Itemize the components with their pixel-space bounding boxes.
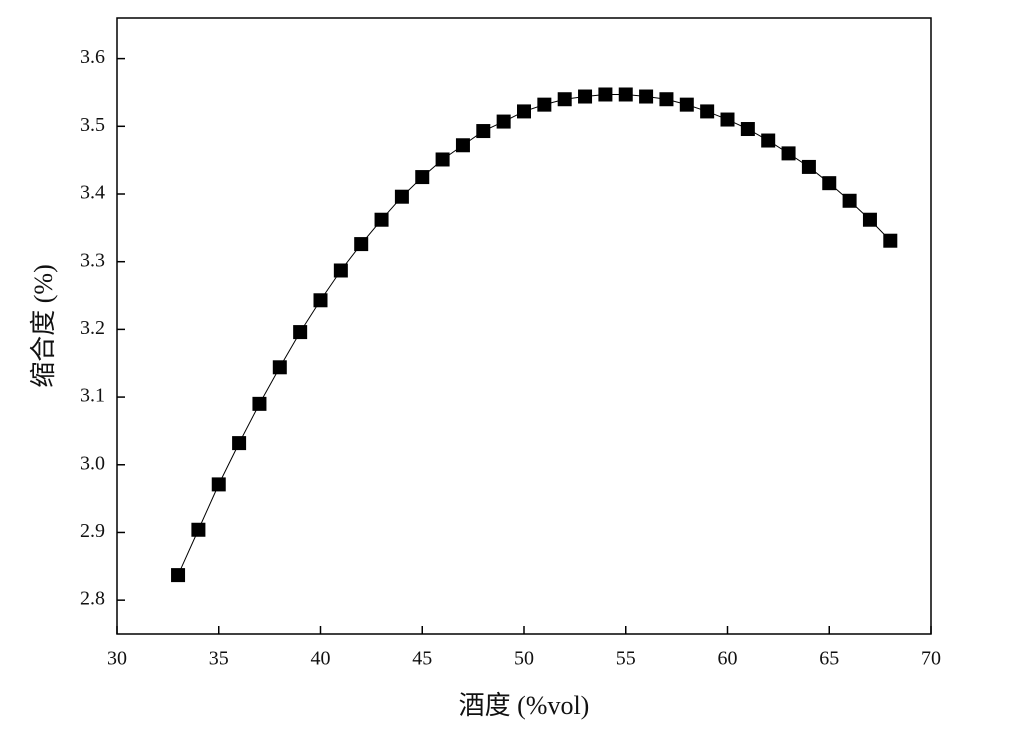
data-point [639, 89, 654, 104]
x-tick-label: 70 [921, 648, 941, 670]
data-point [700, 104, 715, 119]
data-point [537, 97, 552, 112]
data-point [211, 477, 226, 492]
x-tick-label: 30 [107, 648, 127, 670]
data-point [171, 568, 186, 583]
data-point [394, 189, 409, 204]
data-point [862, 212, 877, 227]
data-point [374, 212, 389, 227]
data-point [191, 522, 206, 537]
data-point [883, 233, 898, 248]
x-axis-title: 酒度 (%vol) [459, 691, 590, 720]
x-tick-label: 45 [412, 648, 432, 670]
data-point [761, 133, 776, 148]
data-point [557, 92, 572, 107]
data-point [618, 87, 633, 102]
data-point [333, 263, 348, 278]
y-tick-label: 2.9 [80, 520, 105, 542]
y-tick-label: 3.5 [80, 114, 105, 136]
y-tick-label: 3.3 [80, 249, 105, 271]
data-point [354, 237, 369, 252]
data-point [252, 396, 267, 411]
data-point [232, 436, 247, 451]
x-tick-label: 60 [718, 648, 738, 670]
x-tick-label: 35 [209, 648, 229, 670]
y-tick-label: 3.0 [80, 452, 105, 474]
x-tick-label: 50 [514, 648, 534, 670]
series-line [177, 93, 891, 576]
y-tick-label: 3.4 [80, 182, 105, 204]
data-point [415, 170, 430, 185]
y-axis-title: 缩合度 (%) [29, 264, 58, 387]
data-point [313, 293, 328, 308]
x-tick-label: 65 [819, 648, 839, 670]
y-tick-label: 2.8 [80, 588, 105, 610]
y-tick-label: 3.6 [80, 46, 105, 68]
x-tick-label: 55 [616, 648, 636, 670]
data-point [801, 159, 816, 174]
data-point [435, 152, 450, 167]
y-tick-label: 3.2 [80, 317, 105, 339]
data-point [740, 122, 755, 137]
data-point [842, 193, 857, 208]
data-point [822, 176, 837, 191]
data-point [496, 114, 511, 129]
data-point [293, 325, 308, 340]
data-point [455, 138, 470, 153]
x-tick-label: 40 [311, 648, 331, 670]
data-point [578, 89, 593, 104]
y-tick-label: 3.1 [80, 385, 105, 407]
data-point [476, 124, 491, 139]
data-point [781, 146, 796, 161]
data-point [517, 104, 531, 119]
data-point [720, 112, 735, 127]
data-point [679, 97, 694, 112]
data-point [598, 87, 613, 102]
data-point [272, 360, 287, 375]
data-point [659, 92, 674, 107]
